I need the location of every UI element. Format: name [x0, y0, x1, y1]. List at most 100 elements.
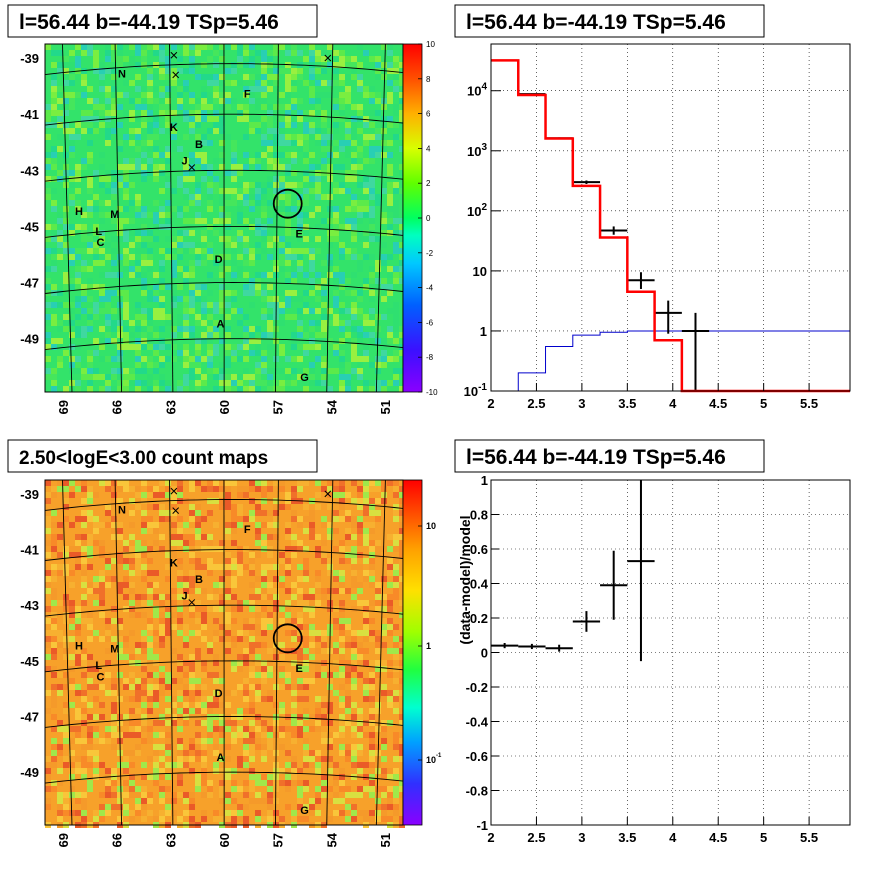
map-pixel [201, 302, 207, 308]
map-pixel [207, 780, 213, 786]
map-pixel [129, 774, 135, 780]
map-pixel [111, 714, 117, 720]
map-pixel [261, 546, 267, 552]
map-pixel [153, 338, 159, 344]
map-pixel [177, 492, 183, 498]
map-pixel [189, 816, 195, 822]
map-pixel [327, 92, 333, 98]
map-pixel [267, 510, 273, 516]
map-pixel [63, 792, 69, 798]
map-pixel [105, 128, 111, 134]
map-pixel [393, 642, 399, 648]
map-pixel [159, 480, 165, 486]
map-pixel [207, 792, 213, 798]
map-pixel [135, 612, 141, 618]
map-pixel [225, 744, 231, 750]
map-pixel [231, 170, 237, 176]
map-pixel [219, 116, 225, 122]
title-box-br: l=56.44 b=-44.19 TSp=5.46 [454, 439, 765, 473]
map-pixel [75, 612, 81, 618]
map-pixel [255, 194, 261, 200]
map-pixel [165, 606, 171, 612]
map-pixel [309, 92, 315, 98]
map-pixel [297, 798, 303, 804]
map-pixel [81, 546, 87, 552]
map-pixel [159, 344, 165, 350]
map-pixel [201, 606, 207, 612]
map-pixel [225, 768, 231, 774]
map-pixel [141, 498, 147, 504]
map-pixel [363, 356, 369, 362]
map-pixel [111, 492, 117, 498]
map-pixel [153, 630, 159, 636]
map-pixel [339, 702, 345, 708]
map-pixel [201, 672, 207, 678]
map-pixel [237, 164, 243, 170]
y-tick-1: 1 [481, 473, 488, 488]
map-pixel [375, 690, 381, 696]
map-pixel [171, 260, 177, 266]
map-pixel [297, 588, 303, 594]
map-pixel [291, 660, 297, 666]
map-pixel [369, 362, 375, 368]
map-pixel [237, 374, 243, 380]
map-pixel [177, 516, 183, 522]
map-pixel [195, 750, 201, 756]
map-pixel [183, 666, 189, 672]
map-pixel [231, 68, 237, 74]
map-pixel [255, 284, 261, 290]
map-pixel [195, 600, 201, 606]
map-pixel [183, 696, 189, 702]
map-pixel [81, 164, 87, 170]
map-pixel [111, 386, 117, 392]
map-pixel [93, 224, 99, 230]
map-pixel [375, 816, 381, 822]
map-pixel [129, 510, 135, 516]
map-pixel [273, 588, 279, 594]
map-pixel [105, 810, 111, 816]
map-pixel [147, 528, 153, 534]
map-pixel [291, 272, 297, 278]
map-pixel [315, 332, 321, 338]
map-pixel [381, 594, 387, 600]
map-pixel [327, 528, 333, 534]
map-pixel [81, 756, 87, 762]
map-pixel [117, 534, 123, 540]
map-pixel [351, 606, 357, 612]
map-pixel [75, 798, 81, 804]
map-pixel [111, 68, 117, 74]
map-pixel [357, 332, 363, 338]
map-pixel [153, 362, 159, 368]
map-pixel [285, 612, 291, 618]
map-pixel [309, 624, 315, 630]
map-pixel [267, 218, 273, 224]
map-pixel [231, 194, 237, 200]
map-pixel [387, 600, 393, 606]
map-pixel [219, 266, 225, 272]
map-pixel [189, 122, 195, 128]
map-pixel [93, 248, 99, 254]
map-pixel [201, 762, 207, 768]
map-pixel [321, 792, 327, 798]
cross-marker [172, 71, 180, 79]
map-pixel [339, 326, 345, 332]
map-pixel [57, 534, 63, 540]
map-pixel [63, 98, 69, 104]
map-pixel [231, 308, 237, 314]
map-pixel [297, 98, 303, 104]
map-pixel [147, 140, 153, 146]
map-pixel [207, 546, 213, 552]
map-pixel [279, 248, 285, 254]
y-tick-10^2: 102 [467, 202, 487, 219]
map-pixel [285, 302, 291, 308]
map-pixel [375, 636, 381, 642]
map-pixel [63, 110, 69, 116]
map-pixel [357, 648, 363, 654]
map-pixel [393, 206, 399, 212]
map-pixel [399, 672, 405, 678]
map-pixel [75, 386, 81, 392]
map-pixel [225, 314, 231, 320]
source-label-H: H [75, 206, 83, 218]
map-pixel [249, 642, 255, 648]
map-pixel [357, 708, 363, 714]
